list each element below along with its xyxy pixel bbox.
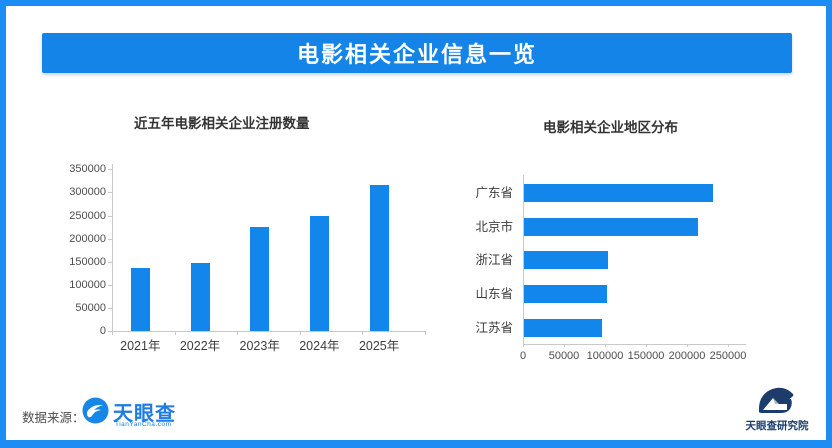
y-tick-label: 300000 bbox=[69, 186, 106, 199]
tianyancha-research-logo: 天眼查研究院 bbox=[734, 386, 820, 438]
y-axis-line bbox=[523, 175, 524, 344]
x-tick-label: 50000 bbox=[548, 350, 580, 362]
y-tick-mark bbox=[108, 307, 112, 309]
x-tick-label: 150000 bbox=[627, 350, 665, 362]
bar bbox=[369, 185, 389, 331]
bar bbox=[309, 216, 329, 331]
category-tick-mark bbox=[237, 331, 239, 335]
x-tick-label: 200000 bbox=[668, 350, 706, 362]
x-tick-label: 100000 bbox=[586, 350, 624, 362]
x-tick-mark bbox=[605, 344, 606, 347]
x-axis-line bbox=[112, 331, 425, 332]
chart2-title: 电影相关企业地区分布 bbox=[543, 120, 678, 135]
x-axis-line bbox=[523, 344, 746, 345]
tianyancha-url-text: TianYanCha.com bbox=[115, 421, 172, 428]
y-tick-mark bbox=[108, 284, 112, 286]
bar bbox=[130, 267, 150, 331]
tianyancha-logo: 天眼查 TianYanCha.com bbox=[82, 396, 212, 436]
y-tick-mark bbox=[108, 215, 112, 217]
x-tick-mark bbox=[523, 344, 524, 347]
x-tick-label: 250000 bbox=[709, 350, 747, 362]
research-mountain-icon bbox=[757, 386, 795, 421]
y-tick-label: 150000 bbox=[69, 255, 106, 268]
x-category-label: 2022年 bbox=[179, 339, 221, 353]
bar bbox=[250, 227, 270, 331]
category-tick-mark bbox=[174, 331, 176, 335]
y-category-label: 北京市 bbox=[475, 219, 513, 234]
tianyancha-eye-icon bbox=[82, 397, 109, 429]
y-tick-mark bbox=[108, 238, 112, 240]
x-tick-mark bbox=[728, 344, 729, 347]
y-tick-mark bbox=[108, 192, 112, 194]
y-tick-label: 200000 bbox=[69, 232, 106, 245]
tianyancha-wordmark: 天眼查 bbox=[113, 403, 176, 425]
y-tick-mark bbox=[108, 261, 112, 263]
bar bbox=[524, 318, 602, 337]
chart1-title: 近五年电影相关企业注册数量 bbox=[134, 116, 310, 131]
y-tick-label: 50000 bbox=[75, 301, 106, 314]
y-tick-label: 250000 bbox=[69, 209, 106, 222]
category-tick-mark bbox=[299, 331, 301, 335]
x-tick-mark bbox=[564, 344, 565, 347]
bar bbox=[524, 184, 713, 202]
x-tick-mark bbox=[687, 344, 688, 347]
y-category-label: 广东省 bbox=[475, 186, 513, 200]
bar bbox=[524, 217, 698, 236]
bar bbox=[524, 251, 609, 270]
bar bbox=[190, 262, 210, 331]
registrations-bar-chart: 近五年电影相关企业注册数量 0 50000 100000 150000 200000 25… bbox=[69, 100, 450, 375]
y-tick-label: 100000 bbox=[69, 278, 106, 291]
category-tick-mark bbox=[112, 331, 113, 335]
region-distribution-chart: 电影相关企业地区分布 广东省北京市浙江省山东省江苏省 0 50000 100000 15… bbox=[460, 100, 820, 375]
y-category-label: 浙江省 bbox=[475, 253, 513, 268]
x-tick-mark bbox=[646, 344, 647, 347]
y-category-label: 山东省 bbox=[475, 287, 513, 302]
title-banner: 电影相关企业信息一览 bbox=[42, 33, 792, 73]
page-title: 电影相关企业信息一览 bbox=[296, 42, 537, 67]
x-category-label: 2023年 bbox=[239, 339, 280, 353]
y-category-label: 江苏省 bbox=[475, 320, 513, 335]
category-tick-mark bbox=[425, 331, 426, 335]
data-source-label: 数据来源： bbox=[22, 411, 85, 425]
y-tick-label: 0 bbox=[99, 325, 106, 337]
research-wordmark: 天眼查研究院 bbox=[745, 420, 809, 432]
y-axis-line bbox=[112, 164, 113, 331]
x-tick-label: 0 bbox=[519, 350, 527, 362]
x-category-label: 2024年 bbox=[299, 339, 340, 353]
y-tick-mark bbox=[108, 169, 112, 171]
bar bbox=[524, 285, 607, 304]
y-tick-label: 350000 bbox=[69, 163, 106, 176]
y-tick-mark bbox=[108, 331, 112, 332]
x-category-label: 2021年 bbox=[120, 339, 161, 353]
category-tick-mark bbox=[362, 331, 364, 335]
x-category-label: 2025年 bbox=[358, 339, 400, 353]
